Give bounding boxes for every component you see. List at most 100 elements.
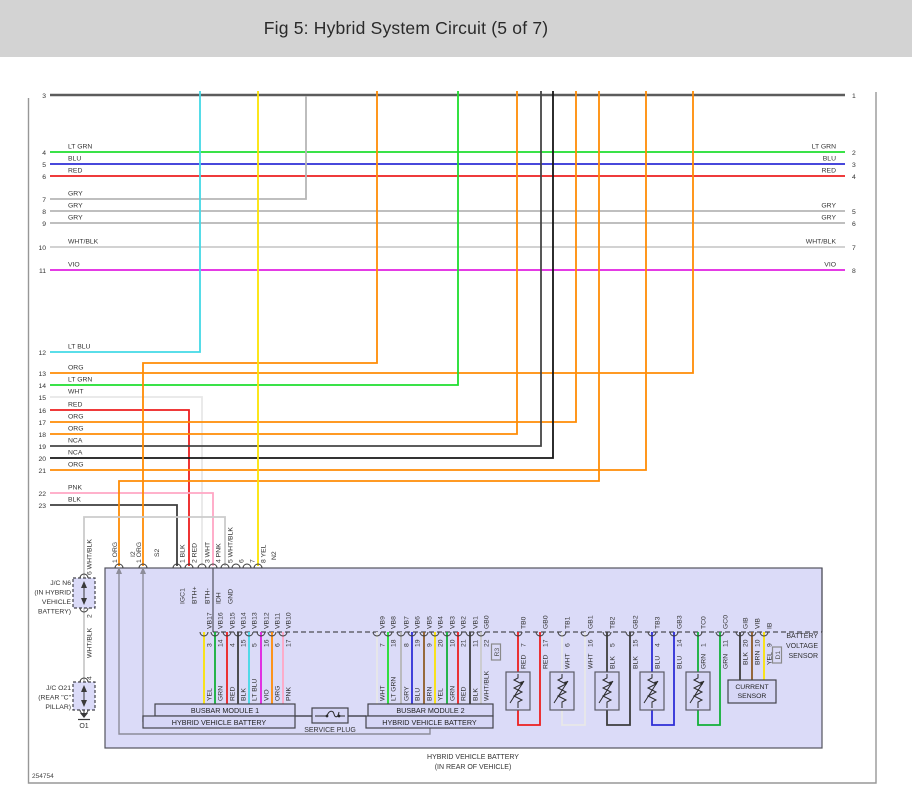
right-pin-number: 6	[852, 221, 856, 228]
battery-location-caption: HYBRID VEHICLE BATTERY	[427, 754, 519, 761]
vb-pin-arc	[396, 631, 406, 637]
vb-pin-number: 17	[286, 639, 293, 647]
wire-WHT/BLK	[83, 516, 226, 578]
connector-id-label: R3	[494, 648, 501, 657]
jc-wire-label: WHT/BLK	[87, 627, 94, 658]
n2-pin-arc	[242, 563, 252, 569]
vb-pin-number: 14	[218, 639, 225, 647]
wire-color-label: WHT	[565, 654, 572, 669]
vb-pin-number: 11	[473, 640, 480, 647]
tb-pin-number: 4	[655, 643, 662, 647]
left-pin-number: 10	[38, 245, 46, 252]
wire-NCA1	[50, 91, 542, 447]
right-pin-number: 8	[852, 268, 856, 275]
left-pin-number: 20	[38, 456, 46, 463]
wire-color-label: GRN	[701, 654, 708, 669]
wire-ORG	[50, 91, 647, 471]
vb-pin-arc	[267, 631, 277, 637]
left-wire-color-label: LT BLU	[68, 344, 91, 351]
thermistor-arrow-icon	[643, 680, 659, 704]
gb-pin-number: 14	[677, 639, 684, 647]
wire-ORG	[50, 91, 518, 435]
jc-o21-label: J/C O21	[46, 685, 71, 692]
n2-pin-label: 2 RED	[192, 543, 199, 563]
jc-n6-box-top-pin	[79, 573, 89, 579]
tb-pin-name: TB0	[521, 616, 528, 629]
thermistor-arrowhead-icon	[700, 681, 704, 685]
vb-pin-number: 5	[252, 643, 259, 647]
n2-pin-label: 8 YEL	[261, 544, 268, 563]
cs-pin-number: 20	[743, 639, 750, 647]
right-pin-number: 5	[852, 209, 856, 216]
thermistor-arrow-icon	[509, 680, 525, 704]
busbar-module-label: BUSBAR MODULE 1	[191, 706, 259, 715]
vb-pin-arc	[419, 631, 429, 637]
n2-pin-label: 3 WHT	[205, 542, 212, 563]
wire-color-label: WHT	[380, 686, 387, 701]
vb-pin-arc	[244, 631, 254, 637]
arrow-icon	[116, 567, 122, 574]
left-wire-color-label: ORG	[68, 462, 83, 469]
wire-color-label: BLU	[415, 688, 422, 701]
vb-pin-number: 18	[391, 639, 398, 647]
wire-color-label: YEL	[207, 688, 214, 701]
inner-pin-name: BTH-	[205, 588, 212, 604]
hybrid-vehicle-battery-label: HYBRID VEHICLE BATTERY	[172, 718, 267, 727]
vb-pin-arc	[256, 631, 266, 637]
arrow-icon	[81, 581, 87, 588]
vb-pin-number: 20	[438, 639, 445, 647]
vb-pin-name: VB8	[391, 616, 398, 629]
vb-pin-name: VB14	[241, 612, 248, 629]
left-pin-number: 5	[42, 162, 46, 169]
left-pin-number: 11	[39, 268, 46, 275]
wire-color-label: VIO	[264, 689, 271, 701]
current-sensor-label: SENSOR	[738, 693, 767, 700]
vb-pin-arc	[372, 631, 382, 637]
right-pin-number: 3	[852, 162, 856, 169]
wire-color-label: LT BLU	[252, 678, 259, 701]
tb-pin-arc	[557, 631, 567, 637]
tb-pin-arc	[693, 631, 703, 637]
left-wire-color-label: ORG	[68, 365, 83, 372]
wire-color-label: RED	[230, 687, 237, 701]
wire-color-label: BRN	[427, 687, 434, 701]
vb-pin-arc	[383, 631, 393, 637]
entry-pin-label: 1 ORG	[136, 542, 143, 563]
gb-pin-number: 17	[543, 639, 550, 647]
wire-ORG	[142, 91, 378, 566]
left-pin-number: 15	[38, 395, 46, 402]
vb-pin-name: VB1	[473, 616, 480, 629]
n2-pin-arc	[208, 563, 218, 569]
wire-ORG	[50, 91, 694, 374]
vb-pin-number: 22	[484, 639, 491, 647]
left-wire-color-label: GRY	[68, 215, 83, 222]
left-pin-number: 3	[42, 93, 46, 100]
left-wire-color-label: NCA	[68, 450, 83, 457]
connector-id-label: S2	[154, 548, 161, 557]
left-wire-color-label: WHT	[68, 389, 83, 396]
wire-color-label: BLK	[610, 656, 617, 669]
tb-pin-number: 1	[701, 643, 708, 647]
right-wire-color-label: GRY	[821, 215, 836, 222]
cs-pin-arc	[759, 631, 769, 637]
vb-pin-name: GB0	[484, 615, 491, 629]
vb-pin-number: 21	[461, 639, 468, 647]
n2-pin-label: 4 PNK	[216, 543, 223, 563]
cs-pin-arc	[735, 631, 745, 637]
gb-pin-name: GB0	[543, 615, 550, 629]
vb-pin-name: VB7	[404, 616, 411, 629]
gb-pin-arc	[535, 631, 545, 637]
ground-arrow-icon	[80, 713, 88, 718]
current-sensor-box	[727, 679, 777, 704]
vb-pin-name: VB9	[380, 616, 387, 629]
wire-BLK	[50, 504, 178, 566]
left-wire-color-label: PNK	[68, 485, 82, 492]
right-wire-color-label: BLU	[823, 156, 836, 163]
left-pin-number: 19	[38, 444, 46, 451]
tb-pin-name: TB3	[655, 616, 662, 629]
left-pin-number: 14	[38, 383, 46, 390]
cs-pin-number: 9	[767, 643, 774, 647]
jc-pin-number: 2	[87, 614, 94, 618]
